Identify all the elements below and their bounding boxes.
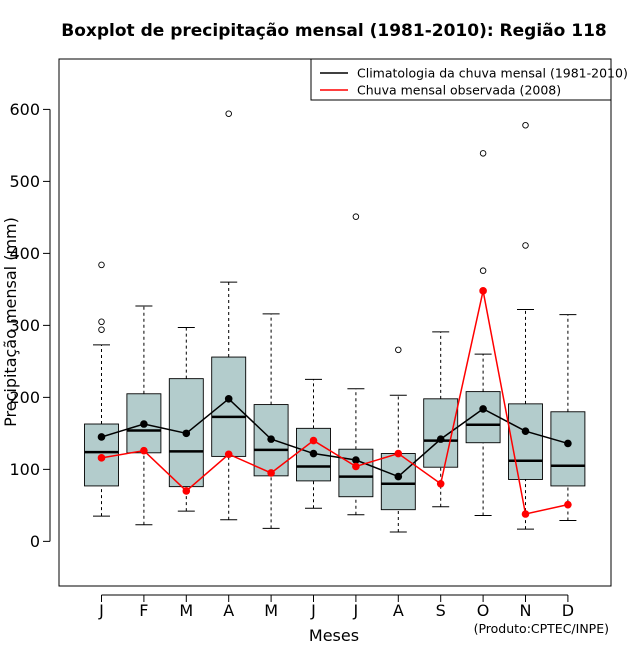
climatology-point [436,435,445,443]
climatology-point [521,427,530,436]
box-iqr [211,356,247,457]
x-tick-label: S [436,601,446,620]
outlier-point [352,213,360,220]
observed-line [101,290,569,515]
climatology-line [101,397,569,478]
box-0 [84,261,119,517]
climatology-point [352,456,360,464]
climatology-point [224,395,233,403]
box-7 [380,346,416,533]
box-4 [253,313,289,529]
y-tick-label: 0 [30,532,40,551]
box-3 [211,110,247,521]
climatology-point [394,472,403,481]
climatology-point [479,405,487,413]
observed-point [521,510,530,518]
x-tick-label: A [393,601,404,620]
x-tick-label: A [223,601,234,620]
box-9 [465,150,501,516]
box-iqr [508,403,543,480]
climatology-point [309,449,318,458]
box-10 [508,121,543,530]
box-group [84,110,586,533]
legend: Climatologia da chuva mensal (1981-2010)… [310,58,628,101]
observed-point [309,436,318,445]
observed-point [224,450,233,459]
series-lines [97,287,572,518]
x-tick-label: M [179,601,193,620]
box-iqr [550,411,586,487]
credit-text: (Produto:CPTEC/INPE) [474,621,609,636]
observed-point [140,446,148,455]
y-tick-label: 100 [9,460,40,479]
chart-title: Boxplot de precipitação mensal (1981-201… [61,21,606,41]
outlier-point [98,261,105,269]
climatology-point [140,420,148,428]
box-1 [126,305,162,526]
y-tick-label: 200 [9,388,40,407]
outlier-point [522,242,529,249]
y-tick-label: 600 [9,100,40,119]
box-8 [423,331,459,508]
legend-box [310,58,612,101]
box-iqr [423,398,459,468]
observed-point [479,287,487,295]
outlier-point [479,267,487,274]
climatology-point [182,429,191,438]
outlier-point [98,318,105,326]
observed-point [352,462,360,471]
observed-point [436,479,445,488]
observed-point [267,469,275,477]
y-tick-label: 300 [9,316,40,335]
box-2 [168,327,204,512]
outlier-point [479,150,487,157]
x-tick-label: O [477,601,490,620]
x-tick-label: J [310,601,316,620]
climatology-point [267,435,275,443]
x-tick-label: M [264,601,278,620]
observed-point [97,454,106,462]
y-tick-label: 500 [9,172,40,191]
y-axis-label: Precipitação mensal (mm) [1,217,20,427]
y-tick-label: 400 [9,244,40,263]
outlier-point [522,121,529,129]
observed-point [182,487,191,495]
climatology-point [564,439,572,448]
outlier-point [395,346,402,354]
climatology-point [97,433,106,441]
box-iqr [380,453,416,511]
x-tick-label: D [562,601,574,620]
legend-observed-label: Chuva mensal observada (2008) [357,83,561,98]
x-tick-label: J [353,601,359,620]
y-axis: 0 100 200 300 400 500 600 [9,100,51,551]
x-tick-label: J [98,601,104,620]
outlier-point [225,110,232,117]
box-11 [550,314,586,521]
observed-point [394,449,403,458]
x-tick-label: N [520,601,532,620]
legend-climatology-label: Climatologia da chuva mensal (1981-2010) [357,66,628,81]
plot-frame [58,58,612,587]
observed-point [564,500,572,509]
outlier-point [98,326,105,333]
x-axis-label: Meses [309,626,359,645]
x-tick-label: F [139,601,148,620]
